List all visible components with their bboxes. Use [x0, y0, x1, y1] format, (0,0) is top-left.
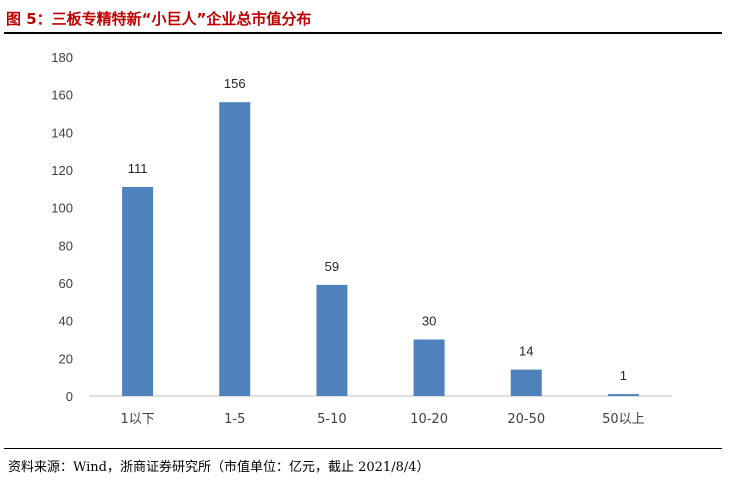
- x-tick-label: 50以上: [602, 412, 645, 427]
- y-tick-label: 20: [59, 351, 73, 366]
- bar-chart: 0 20 40 60 80 100 120 140 160 180 1以下 1-5 5-10 10-20…: [51, 50, 672, 427]
- data-label: 59: [325, 259, 339, 274]
- data-label: 14: [519, 344, 533, 359]
- y-tick-label: 60: [59, 276, 73, 291]
- y-tick-label: 160: [51, 88, 73, 103]
- source-rule: [4, 448, 722, 449]
- x-tick-label: 1-5: [224, 412, 245, 427]
- y-axis-ticks: 0 20 40 60 80 100 120 140 160 180: [51, 50, 73, 404]
- figure-title: 图 5：三板专精特新“小巨人”企业总市值分布: [6, 10, 312, 28]
- x-tick-label: 5-10: [317, 412, 347, 427]
- bar-6: [607, 394, 639, 396]
- y-tick-label: 120: [51, 163, 73, 178]
- y-tick-label: 40: [59, 314, 73, 329]
- data-labels: 111 156 59 30 14 1: [128, 76, 627, 383]
- data-label: 30: [422, 314, 436, 329]
- title-rule: [4, 32, 722, 34]
- x-tick-label: 1以下: [120, 412, 154, 427]
- y-tick-label: 140: [51, 125, 73, 140]
- x-tick-label: 20-50: [507, 412, 545, 427]
- y-tick-label: 100: [51, 201, 73, 216]
- data-label: 111: [128, 161, 148, 176]
- y-tick-label: 0: [66, 389, 73, 404]
- x-tick-label: 10-20: [410, 412, 448, 427]
- bar-1: [122, 186, 154, 396]
- bar-series: [122, 102, 639, 396]
- data-label: 156: [224, 76, 246, 91]
- bar-4: [413, 339, 445, 396]
- data-label: 1: [620, 368, 627, 383]
- source-note: 资料来源：Wind，浙商证券研究所（市值单位：亿元，截止 2021/8/4）: [8, 460, 430, 475]
- bar-3: [316, 284, 348, 396]
- bar-5: [510, 369, 542, 396]
- y-tick-label: 80: [59, 238, 73, 253]
- x-axis-ticks: 1以下 1-5 5-10 10-20 20-50 50以上: [120, 412, 644, 427]
- y-tick-label: 180: [51, 50, 73, 65]
- bar-2: [219, 102, 251, 396]
